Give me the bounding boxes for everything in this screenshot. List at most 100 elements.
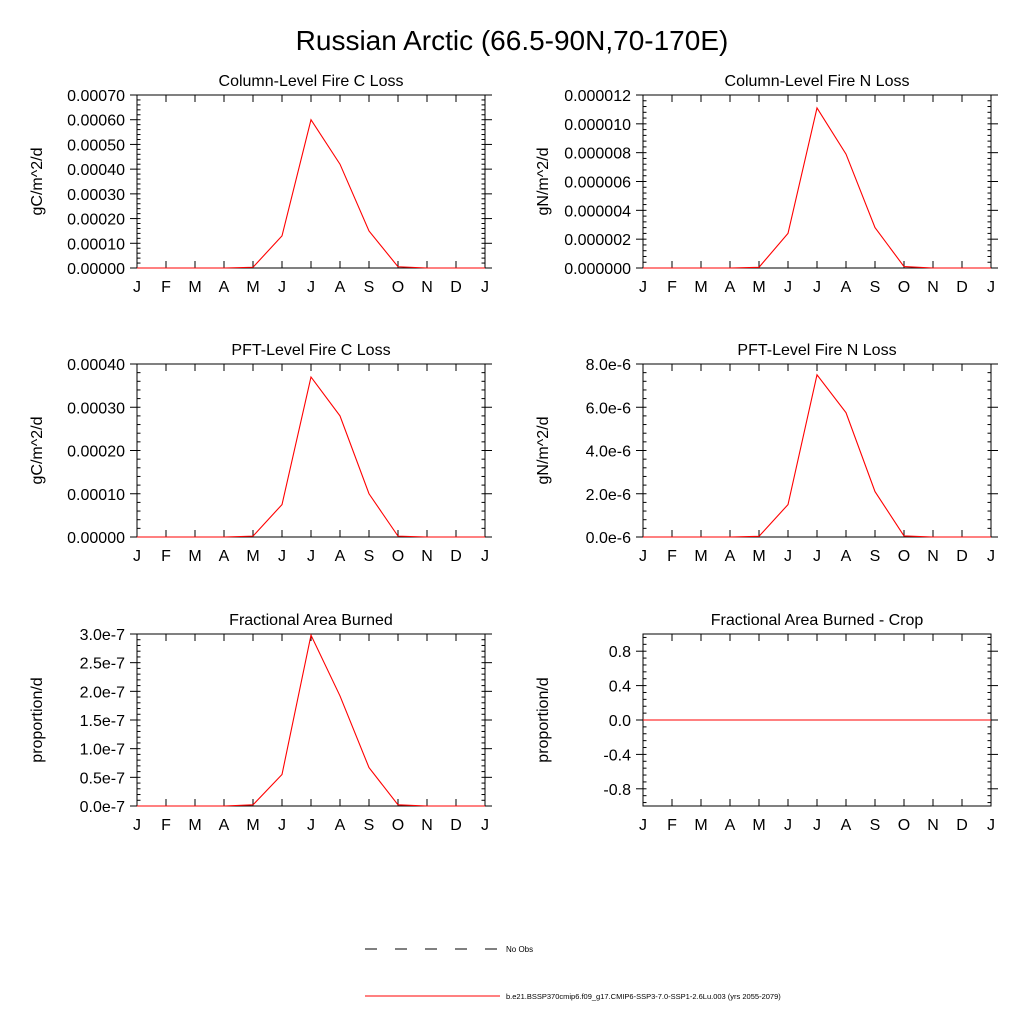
x-tick-label: A [841,279,852,296]
x-tick-label: D [956,279,968,296]
x-tick-label: A [841,817,852,834]
x-tick-label: J [278,548,286,565]
x-tick-label: O [392,279,404,296]
x-tick-label: J [813,279,821,296]
y-axis-label: proportion/d [535,677,552,762]
x-tick-label: A [335,279,346,296]
y-tick-label: 0.000008 [564,146,631,163]
x-tick-label: A [725,817,736,834]
x-tick-label: D [450,279,462,296]
x-tick-label: J [784,279,792,296]
chart-panel-6: Fractional Area Burned - Crop proportion/… [535,612,998,834]
x-tick-label: M [188,279,201,296]
x-tick-label: A [219,279,230,296]
x-tick-label: J [133,548,141,565]
y-tick-label: 0.00040 [67,162,125,179]
x-tick-label: J [307,548,315,565]
x-tick-label: D [450,548,462,565]
y-tick-label: 0.000010 [564,117,631,134]
x-tick-label: J [987,817,995,834]
series-line [643,106,991,269]
y-tick-label: 0.000002 [564,232,631,249]
x-tick-label: J [133,817,141,834]
y-axis-label: gC/m^2/d [29,417,46,485]
y-tick-label: 0.8 [609,644,631,661]
y-tick-label: 0.000004 [564,203,631,220]
y-tick-label: 1.0e-7 [80,742,125,759]
x-tick-label: A [841,548,852,565]
y-tick-label: 0.00030 [67,187,125,204]
y-tick-label: 0.00030 [67,400,125,417]
x-tick-label: S [364,817,375,834]
x-tick-label: O [392,548,404,565]
y-axis-label: proportion/d [29,677,46,762]
x-tick-label: A [219,817,230,834]
x-tick-label: A [725,279,736,296]
y-tick-label: 2.0e-7 [80,684,125,701]
x-tick-label: J [987,548,995,565]
x-tick-label: J [813,817,821,834]
x-tick-label: F [161,548,171,565]
x-tick-label: M [694,279,707,296]
x-tick-label: J [987,279,995,296]
y-tick-label: 0.000006 [564,175,631,192]
figure-title: Russian Arctic (66.5-90N,70-170E) [296,25,729,56]
x-tick-label: M [246,548,259,565]
x-tick-label: J [278,817,286,834]
x-tick-label: M [694,817,707,834]
plot-frame [642,94,992,269]
y-tick-label: 8.0e-6 [586,357,631,374]
x-tick-label: A [725,548,736,565]
x-tick-label: J [784,817,792,834]
y-tick-label: 3.0e-7 [80,627,125,644]
y-tick-label: 0.00060 [67,113,125,130]
plot-frame [136,633,486,807]
x-tick-label: M [246,279,259,296]
legend: No Obs b.e21.BSSP370cmip6.f09_g17.CMIP6-… [365,945,781,1001]
y-tick-label: 6.0e-6 [586,400,631,417]
x-tick-label: F [161,279,171,296]
panel-title: PFT-Level Fire C Loss [231,342,390,359]
x-tick-label: D [956,548,968,565]
y-tick-label: 0.0e-6 [586,530,631,547]
y-tick-label: 0.00040 [67,357,125,374]
x-tick-label: J [784,548,792,565]
series-line [137,375,485,538]
x-tick-label: F [667,817,677,834]
x-tick-label: S [364,279,375,296]
y-tick-label: 0.00050 [67,137,125,154]
x-tick-label: J [813,548,821,565]
x-tick-label: M [752,548,765,565]
x-tick-label: N [927,817,939,834]
y-axis-label: gC/m^2/d [29,148,46,216]
x-tick-label: M [188,548,201,565]
x-tick-label: M [752,279,765,296]
panel-title: Fractional Area Burned - Crop [711,612,924,629]
y-tick-label: 0.4 [609,679,631,696]
y-axis-label: gN/m^2/d [535,148,552,216]
x-tick-label: M [188,817,201,834]
panel-title: Column-Level Fire N Loss [725,73,910,90]
y-tick-label: 0.00020 [67,212,125,229]
y-tick-label: 0.0 [609,713,631,730]
y-tick-label: 0.5e-7 [80,770,125,787]
x-tick-label: N [927,279,939,296]
series-line [137,118,485,269]
y-tick-label: 0.00070 [67,88,125,105]
x-tick-label: J [307,817,315,834]
y-tick-label: 1.5e-7 [80,713,125,730]
x-tick-label: M [752,817,765,834]
y-tick-label: -0.4 [603,747,631,764]
x-tick-label: S [870,279,881,296]
x-tick-label: O [898,548,910,565]
y-tick-label: 4.0e-6 [586,444,631,461]
x-tick-label: J [639,817,647,834]
x-tick-label: J [639,279,647,296]
x-tick-label: J [278,279,286,296]
x-tick-label: J [639,548,647,565]
y-tick-label: 0.0e-7 [80,799,125,816]
